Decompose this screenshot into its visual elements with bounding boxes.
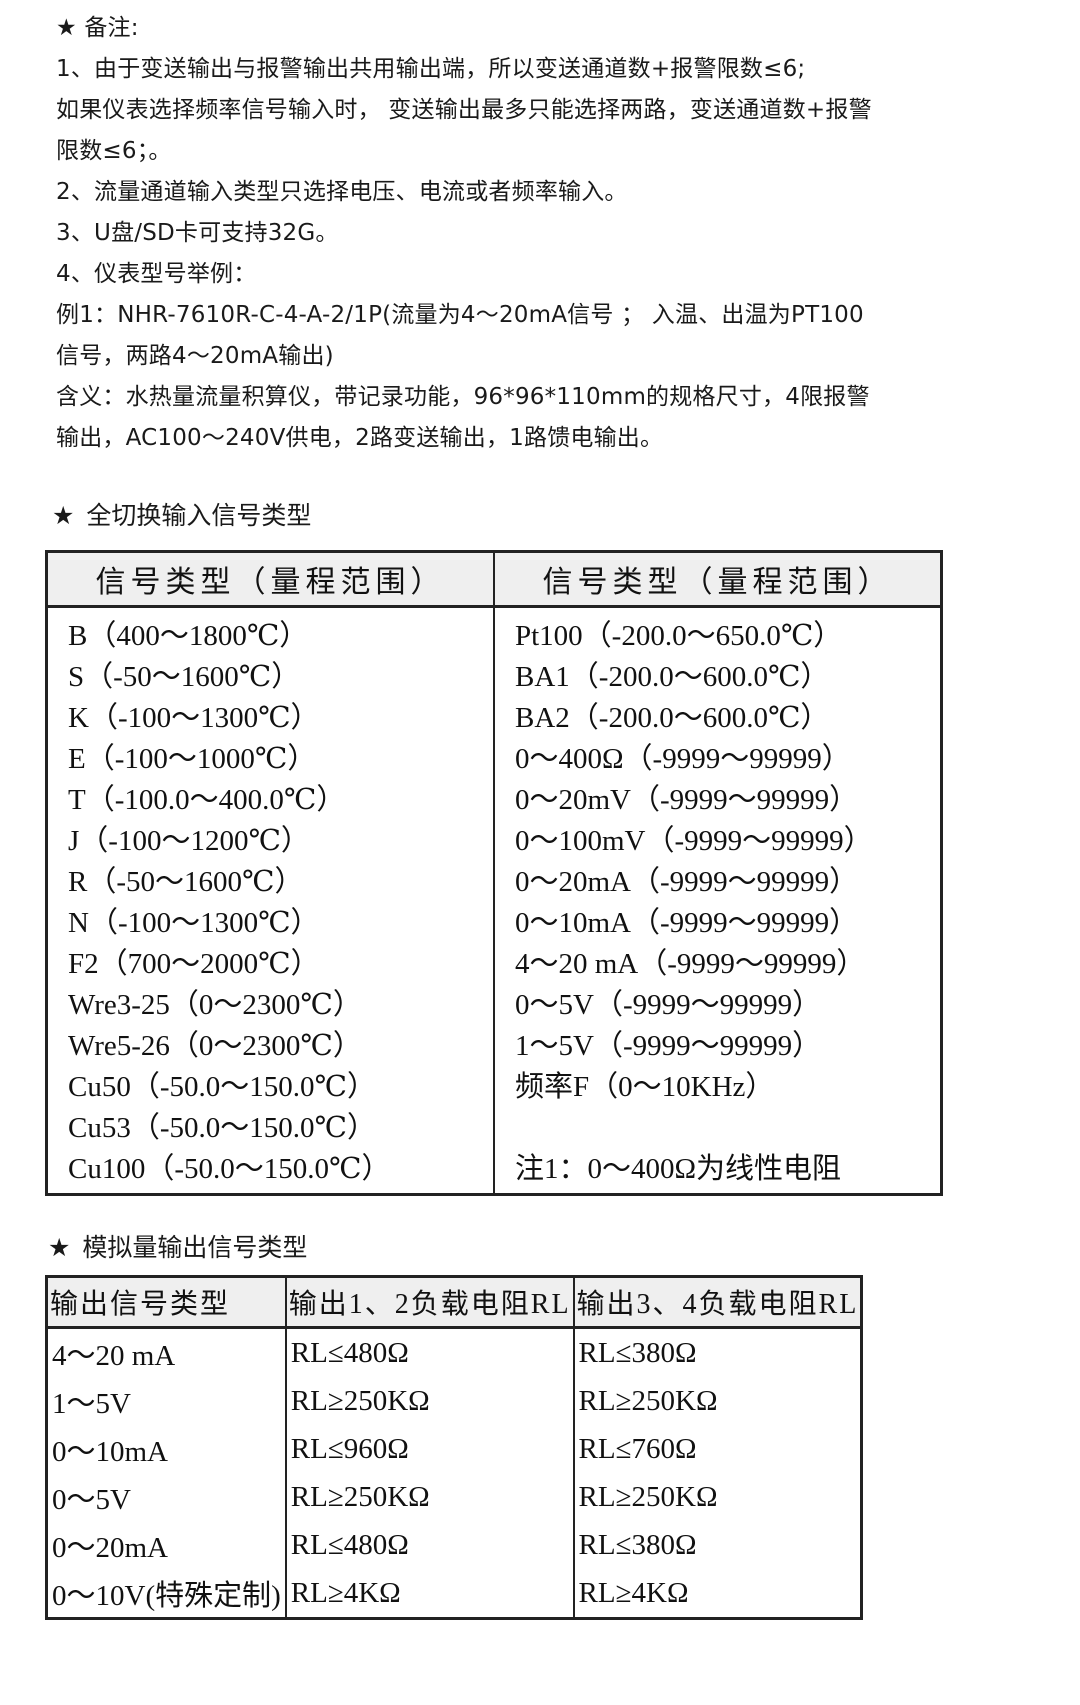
table-cell: RL≥250KΩ [572, 1473, 863, 1521]
signal-type-item: 注1：0～400Ω为线性电阻 [515, 1153, 842, 1185]
table-cell: RL≤480Ω [284, 1521, 575, 1569]
star-icon: ★ [52, 501, 75, 530]
table-cell: RL≥250KΩ [284, 1473, 575, 1521]
note-line: 2、流量通道输入类型只选择电压、电流或者频率输入。 [56, 179, 628, 205]
input-section-title-text: 全切换输入信号类型 [86, 501, 312, 530]
note-line: 4、仪表型号举例： [56, 261, 257, 287]
table-cell: 0～10V(特殊定制) [45, 1569, 287, 1619]
table-cell: RL≥250KΩ [572, 1377, 863, 1425]
table-header: 信号类型（量程范围） [494, 551, 943, 608]
table-cell: RL≤760Ω [572, 1425, 863, 1473]
signal-type-item: Cu50（-50.0～150.0℃） [68, 1071, 376, 1103]
note-line: 1、由于变送输出与报警输出共用输出端，所以变送通道数+报警限数≤6; [56, 56, 806, 82]
signal-type-item: 0～20mV（-9999～99999） [515, 784, 859, 816]
table-header: 信号类型（量程范围） [46, 551, 495, 608]
signal-type-item: Cu100（-50.0～150.0℃） [68, 1153, 391, 1185]
table-cell: 1～5V [45, 1377, 287, 1425]
table-cell: RL≥4KΩ [572, 1569, 863, 1619]
signal-type-item: J（-100～1200℃） [68, 825, 310, 857]
signal-type-item: R（-50～1600℃） [68, 866, 304, 898]
table-cell: RL≥250KΩ [284, 1377, 575, 1425]
signal-type-item: E（-100～1000℃） [68, 743, 317, 775]
output-section-title-text: 模拟量输出信号类型 [82, 1233, 308, 1262]
table-header: 输出信号类型 [45, 1275, 287, 1329]
signal-type-item: BA2（-200.0～600.0℃） [515, 702, 830, 734]
note-line: 含义：水热量流量积算仪，带记录功能，96*96*110mm的规格尺寸，4限报警 [56, 384, 870, 410]
signal-type-item: Pt100（-200.0～650.0℃） [515, 620, 843, 652]
table-cell: RL≤380Ω [572, 1327, 863, 1377]
table-cell: RL≤960Ω [284, 1425, 575, 1473]
signal-type-item: Wre5-26（0～2300℃） [68, 1030, 362, 1062]
table-cell: 0～5V [45, 1473, 287, 1521]
signal-type-item: 1～5V（-9999～99999） [515, 1030, 822, 1062]
table-cell: 0～10mA [45, 1425, 287, 1473]
signal-type-item: B（400～1800℃） [68, 620, 309, 652]
notes-title: ★ 备注: [56, 15, 139, 41]
table-cell: 0～20mA [45, 1521, 287, 1569]
table-cell: RL≤480Ω [284, 1327, 575, 1377]
signal-type-item: 0～400Ω（-9999～99999） [515, 743, 851, 775]
left-column: B（400～1800℃） S（-50～1600℃） K（-100～1300℃） E（-… [46, 606, 495, 1195]
signal-type-item: 4～20 mA（-9999～99999） [515, 948, 866, 980]
signal-type-item: Cu53（-50.0～150.0℃） [68, 1112, 376, 1144]
signal-type-item: 频率F（0～10KHz） [515, 1071, 775, 1103]
note-line: 信号，两路4～20mA输出) [56, 343, 334, 369]
note-line: 限数≤6；。 [56, 138, 172, 164]
note-line: 3、U盘/SD卡可支持32G。 [56, 220, 339, 246]
table-row: 0～20mA RL≤480Ω RL≤380Ω [45, 1521, 863, 1569]
signal-type-item: 0～20mA（-9999～99999） [515, 866, 859, 898]
table-cell: RL≥4KΩ [284, 1569, 575, 1619]
signal-type-item [515, 1108, 940, 1149]
table-row: 0～10mA RL≤960Ω RL≤760Ω [45, 1425, 863, 1473]
signal-type-item: Wre3-25（0～2300℃） [68, 989, 362, 1021]
signal-type-item: 0～5V（-9999～99999） [515, 989, 822, 1021]
table-cell: 4～20 mA [45, 1327, 287, 1377]
signal-type-item: N（-100～1300℃） [68, 907, 320, 939]
output-signal-table: 输出信号类型 输出1、2负载电阻RL 输出3、4负载电阻RL 4～20 mA RL… [45, 1275, 864, 1620]
input-signal-table: 信号类型（量程范围） 信号类型（量程范围） B（400～1800℃） S（-50～… [45, 550, 943, 1196]
input-section-title: ★ 全切换输入信号类型 [52, 496, 311, 532]
note-line: 如果仪表选择频率信号输入时， 变送输出最多只能选择两路，变送通道数+报警 [56, 97, 872, 123]
table-row: 0～5V RL≥250KΩ RL≥250KΩ [45, 1473, 863, 1521]
signal-type-item: K（-100～1300℃） [68, 702, 320, 734]
table-header: 输出3、4负载电阻RL [572, 1275, 863, 1329]
star-icon: ★ [48, 1233, 71, 1262]
table-header: 输出1、2负载电阻RL [284, 1275, 575, 1329]
signal-type-item: F2（700～2000℃） [68, 948, 320, 980]
table-cell: RL≤380Ω [572, 1521, 863, 1569]
signal-type-item: 0～100mV（-9999～99999） [515, 825, 873, 857]
signal-type-item: BA1（-200.0～600.0℃） [515, 661, 830, 693]
note-line: 输出，AC100～240V供电，2路变送输出，1路馈电输出。 [56, 425, 664, 451]
signal-type-item: S（-50～1600℃） [68, 661, 301, 693]
note-line: 例1：NHR-7610R-C-4-A-2/1P(流量为4～20mA信号 ； 入温… [56, 302, 864, 328]
signal-type-item: 0～10mA（-9999～99999） [515, 907, 859, 939]
output-section-title: ★ 模拟量输出信号类型 [48, 1228, 307, 1264]
signal-type-item: T（-100.0～400.0℃） [68, 784, 346, 816]
table-row: 4～20 mA RL≤480Ω RL≤380Ω [45, 1327, 863, 1377]
table-row: 1～5V RL≥250KΩ RL≥250KΩ [45, 1377, 863, 1425]
right-column: Pt100（-200.0～650.0℃） BA1（-200.0～600.0℃） BA… [494, 606, 943, 1195]
table-row: 0～10V(特殊定制) RL≥4KΩ RL≥4KΩ [45, 1569, 863, 1619]
notes-section: ★ 备注: 1、由于变送输出与报警输出共用输出端，所以变送通道数+报警限数≤6;… [56, 8, 1056, 459]
